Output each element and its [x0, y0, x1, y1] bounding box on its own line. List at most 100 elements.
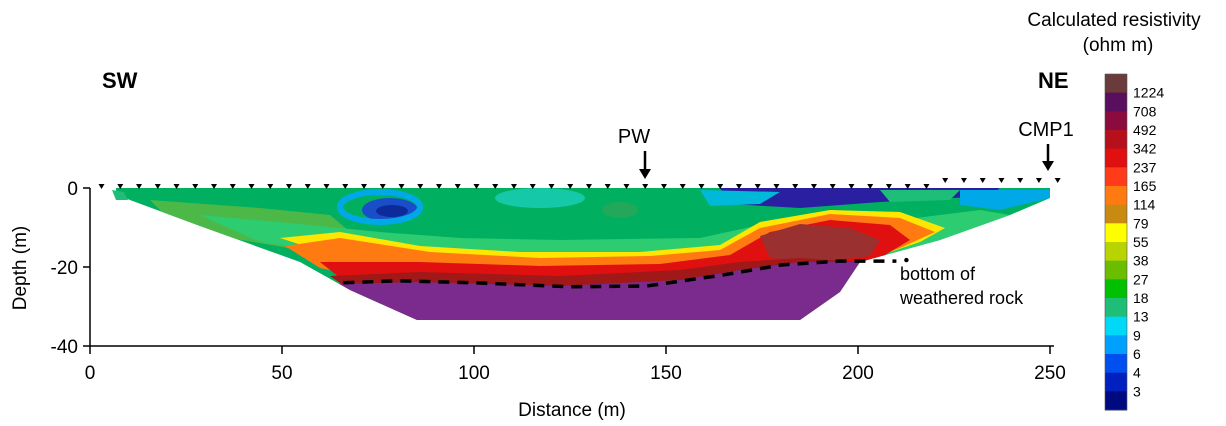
electrode-marker [417, 184, 424, 189]
y-tick-label--40: -40 [51, 337, 78, 358]
colorbar-swatch [1105, 223, 1127, 243]
marker-pw-label: PW [618, 126, 650, 148]
electrode-marker [904, 184, 911, 189]
electrode-marker [867, 184, 874, 189]
electrode-marker [548, 184, 555, 189]
electrode-marker [454, 184, 461, 189]
colorbar-label-342: 342 [1133, 141, 1157, 157]
colorbar-title-line2: (ohm m) [1083, 35, 1154, 56]
colorbar-swatch [1105, 186, 1127, 206]
x-ticks-group: 0 50 100 150 200 250 [85, 346, 1066, 384]
colorbar-label-38: 38 [1133, 253, 1149, 269]
electrode-marker [829, 184, 836, 189]
electrode-marker [342, 184, 349, 189]
colorbar-swatch [1105, 335, 1127, 355]
electrode-marker [323, 184, 330, 189]
colorbar-label-18: 18 [1133, 290, 1149, 306]
x-tick-label-250: 250 [1034, 363, 1066, 384]
electrode-marker [492, 184, 499, 189]
electrode-marker [585, 184, 592, 189]
zone-blue-pocket-core [376, 205, 408, 217]
colorbar-label-114: 114 [1133, 197, 1156, 213]
colorbar-swatch [1105, 204, 1127, 224]
zone-cyan-right [960, 190, 1050, 210]
colorbar-swatch [1105, 354, 1127, 374]
electrode-marker [435, 184, 442, 189]
marker-pw: PW [618, 126, 651, 179]
colorbar-label-708: 708 [1133, 103, 1157, 119]
electrode-marker [660, 184, 667, 189]
weathered-rock-boundary [343, 259, 897, 289]
x-tick-label-0: 0 [85, 363, 96, 384]
electrode-marker [698, 184, 705, 189]
colorbar-swatch [1105, 148, 1127, 168]
x-tick-label-150: 150 [650, 363, 682, 384]
colorbar-label-3: 3 [1133, 383, 1141, 399]
axes: 0 50 100 150 200 250 0 -20 -40 [51, 179, 1066, 384]
colorbar-swatch [1105, 242, 1127, 262]
colorbar-label-4: 4 [1133, 365, 1141, 381]
direction-label-sw: SW [102, 68, 138, 93]
electrode-marker [754, 184, 761, 189]
electrode-marker [792, 184, 799, 189]
colorbar-swatch [1105, 130, 1127, 150]
electrode-marker [211, 184, 218, 189]
electrode-marker [398, 184, 405, 189]
annotation-line2: weathered rock [899, 288, 1024, 308]
x-axis-label: Distance (m) [518, 400, 626, 421]
electrode-marker [229, 184, 236, 189]
zone-purple-bedrock [330, 262, 860, 320]
colorbar-label-79: 79 [1133, 215, 1149, 231]
colorbar-swatch [1105, 279, 1127, 299]
electrode-marker [529, 184, 536, 189]
zone-cyan-patch-mid [495, 188, 585, 208]
direction-label-ne: NE [1038, 68, 1069, 93]
electrode-marker [1035, 178, 1042, 183]
electrode-marker [379, 184, 386, 189]
electrode-marker [248, 184, 255, 189]
electrode-marker [360, 184, 367, 189]
resistivity-section [116, 188, 1050, 320]
marker-pw-arrow-head [639, 169, 651, 179]
electrode-marker [998, 178, 1005, 183]
y-axis-label: Depth (m) [10, 226, 31, 310]
electrode-marker [136, 184, 143, 189]
colorbar: 1224 708 492 342 237 165 114 79 55 38 27 18 13 9 6 4 3 [1104, 73, 1164, 411]
electrode-marker [623, 184, 630, 189]
electrode-marker [1054, 178, 1061, 183]
electrode-marker [642, 184, 649, 189]
marker-cmp1-label: CMP1 [1018, 119, 1074, 141]
electrode-marker [679, 184, 686, 189]
electrode-marker [154, 184, 161, 189]
electrode-marker [117, 184, 124, 189]
electrode-marker [567, 184, 574, 189]
zone-cyan-halo-left [337, 189, 423, 225]
boundary-dots-group [904, 257, 909, 263]
colorbar-label-492: 492 [1133, 122, 1157, 138]
colorbar-swatch [1105, 111, 1127, 131]
electrode-marker [979, 178, 986, 183]
colorbar-label-165: 165 [1133, 178, 1157, 194]
colorbar-label-55: 55 [1133, 234, 1149, 250]
y-ticks-group: 0 -20 -40 [51, 179, 90, 358]
y-tick-label--20: -20 [51, 258, 78, 279]
electrode-marker [173, 184, 180, 189]
zone-cyan-shallow [700, 190, 780, 206]
electrode-marker [192, 184, 199, 189]
colorbar-label-9: 9 [1133, 327, 1141, 343]
colorbar-label-237: 237 [1133, 159, 1157, 175]
colorbar-label-1224: 1224 [1133, 85, 1164, 101]
zone-brown-high [760, 224, 880, 262]
x-tick-label-50: 50 [271, 363, 292, 384]
electrode-marker [604, 184, 611, 189]
marker-cmp1-arrow-head [1042, 161, 1054, 171]
electrode-marker [960, 178, 967, 183]
electrode-marker [510, 184, 517, 189]
colorbar-swatch [1105, 167, 1127, 187]
colorbar-frame [1104, 73, 1128, 411]
colorbar-label-6: 6 [1133, 346, 1141, 362]
electrode-marker [810, 184, 817, 189]
colorbar-swatch [1105, 74, 1127, 94]
electrode-marker [885, 184, 892, 189]
